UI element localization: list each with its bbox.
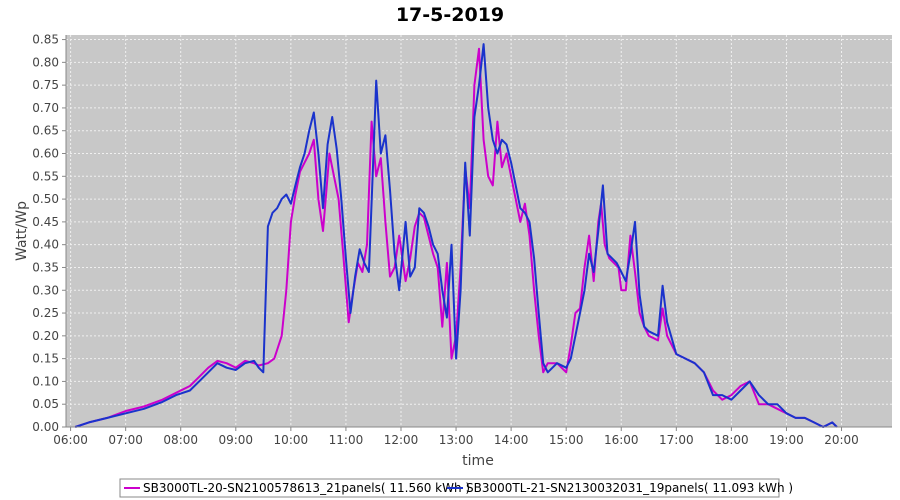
x-tick-label: 15:00 <box>549 433 584 447</box>
y-tick-label: 0.85 <box>32 33 59 47</box>
y-tick-label: 0.45 <box>32 215 59 229</box>
y-tick-label: 0.65 <box>32 124 59 138</box>
x-tick-label: 19:00 <box>769 433 804 447</box>
series-line-2 <box>74 43 838 428</box>
y-tick-label: 0.70 <box>32 101 59 115</box>
y-tick-label: 0.30 <box>32 283 59 297</box>
x-tick-label: 18:00 <box>714 433 749 447</box>
y-tick-label: 0.55 <box>32 169 59 183</box>
legend-label-2: SB3000TL-21-SN2130032031_19panels( 11.09… <box>466 481 793 495</box>
legend-label-1: SB3000TL-20-SN2100578613_21panels( 11.56… <box>143 481 470 495</box>
series-line-1 <box>74 47 838 428</box>
y-tick-label: 0.80 <box>32 55 59 69</box>
x-ticks: 06:00 07:00 08:00 09:00 10:00 11:00 12:00 13:00… <box>53 427 859 447</box>
series-group <box>74 43 838 428</box>
y-tick-label: 0.25 <box>32 306 59 320</box>
y-tick-label: 0.50 <box>32 192 59 206</box>
y-tick-label: 0.75 <box>32 78 59 92</box>
y-tick-label: 0.60 <box>32 147 59 161</box>
x-tick-label: 07:00 <box>108 433 143 447</box>
x-tick-label: 10:00 <box>274 433 309 447</box>
y-ticks: 0.00 0.05 0.10 0.15 0.20 0.25 0.30 0.35 0.40 0.45… <box>32 33 66 434</box>
x-tick-label: 09:00 <box>218 433 253 447</box>
chart-title: 17-5-2019 <box>396 4 504 26</box>
y-tick-label: 0.15 <box>32 352 59 366</box>
x-tick-label: 11:00 <box>329 433 364 447</box>
x-tick-label: 12:00 <box>384 433 419 447</box>
plot-area <box>66 35 892 427</box>
y-tick-label: 0.20 <box>32 329 59 343</box>
x-tick-label: 14:00 <box>494 433 529 447</box>
y-tick-label: 0.00 <box>32 420 59 434</box>
legend: SB3000TL-20-SN2100578613_21panels( 11.56… <box>119 478 793 498</box>
x-tick-label: 16:00 <box>604 433 639 447</box>
grid <box>66 35 892 428</box>
x-tick-label: 13:00 <box>439 433 474 447</box>
y-axis-label: Watt/Wp <box>14 201 30 261</box>
y-tick-label: 0.40 <box>32 238 59 252</box>
x-tick-label: 06:00 <box>53 433 88 447</box>
axes <box>65 35 892 428</box>
x-axis-label: time <box>462 453 494 469</box>
x-tick-label: 20:00 <box>824 433 859 447</box>
x-tick-label: 17:00 <box>659 433 694 447</box>
y-tick-label: 0.05 <box>32 397 59 411</box>
x-tick-label: 08:00 <box>163 433 198 447</box>
y-tick-label: 0.35 <box>32 260 59 274</box>
y-tick-label: 0.10 <box>32 374 59 388</box>
